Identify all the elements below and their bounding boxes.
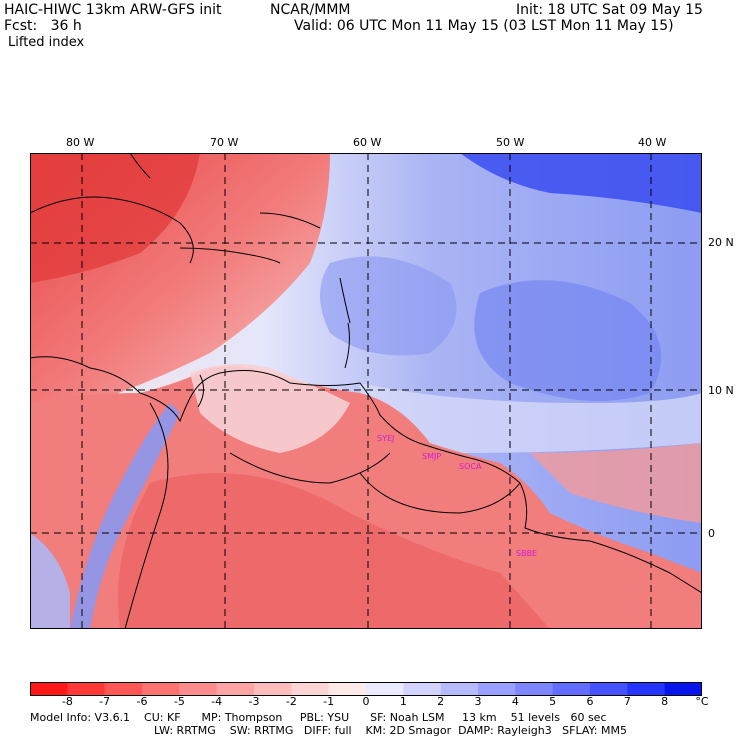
station-sbbe: SBBE [516,549,537,558]
station-soca: SOCA [459,462,482,471]
colorbar-swatch [104,682,143,696]
unstable-core-nw [30,153,200,283]
colorbar-swatch [478,682,516,696]
colorbar-swatch [664,682,703,696]
colorbar-swatches [30,682,703,696]
station-syej: SYEJ [377,434,394,443]
lat-label-0: 0 [708,527,715,540]
colorbar-swatch [30,682,68,696]
colorbar-tick-label: -2 [285,695,297,708]
colorbar-swatch [590,682,628,696]
lifted-index-map: SYEJ SMJP SOCA SBBE [30,153,702,629]
colorbar-tick-label: 8 [661,695,669,708]
stable-core-ne [460,153,702,213]
colorbar-swatch [627,682,666,696]
station-smjp: SMJP [422,452,441,461]
colorbar-tick-label: -4 [211,695,223,708]
lat-label-20n: 20 N [708,236,734,249]
graticule [30,153,702,629]
coastlines [30,153,702,629]
model-info-line2: LW: RRTMG SW: RRTMG DIFF: full KM: 2D Sm… [154,724,627,737]
model-info-line1: Model Info: V3.6.1 CU: KF MP: Thompson P… [30,711,607,724]
colorbar-tick-label: -1 [323,695,335,708]
colorbar-swatch [515,682,554,696]
forecast-hour: Fcst: 36 h [4,18,82,34]
colorbar-tick-label: 3 [474,695,482,708]
colorbar-swatch [142,682,180,696]
colorbar-frame [30,682,702,696]
neutral-band [360,383,702,453]
colorbar-tick-label: 6 [586,695,594,708]
lon-label-40w: 40 W [638,136,667,149]
colorbar-unit: °C [695,695,709,708]
unstable-core-amazon [118,473,550,629]
colorbar-tick-label: -6 [136,695,148,708]
lon-label-50w: 50 W [496,136,525,149]
organization-label: NCAR/MMM [270,2,351,18]
andes-stable-streak [70,403,180,629]
colorbar-tick-label: -8 [61,695,73,708]
valid-time: Valid: 06 UTC Mon 11 May 15 (03 LST Mon … [294,18,674,34]
colorbar-tick-label: 2 [437,695,445,708]
colorbar-swatch [216,682,255,696]
colorbar-tick-label: 7 [623,695,631,708]
colorbar-tick-label: 0 [362,695,370,708]
colorbar-swatch [366,682,404,696]
model-title: HAIC-HIWC 13km ARW-GFS init [4,2,222,18]
lon-label-60w: 60 W [353,136,382,149]
colorbar-swatch [254,682,292,696]
init-time: Init: 18 UTC Sat 09 May 15 [516,2,703,18]
colorbar-tick-label: 5 [549,695,557,708]
stable-core-west [320,256,457,356]
colorbar-swatch [328,682,367,696]
colorbar-tick-label: 4 [511,695,519,708]
neutral-venezuela [190,364,350,453]
colorbar-tick-label: -5 [173,695,185,708]
unstable-coast-ne [530,443,702,523]
lat-label-10n: 10 N [708,384,734,397]
field-name: Lifted index [8,35,85,50]
colorbar-swatch [552,682,591,696]
colorbar [30,681,703,696]
colorbar-tick-label: -3 [248,695,260,708]
colorbar-swatch [291,682,330,696]
lon-label-80w: 80 W [66,136,95,149]
colorbar-swatch [403,682,442,696]
colorbar-tick-label: 1 [399,695,407,708]
pacific-stable-sw [30,533,70,629]
colorbar-tick-label: -7 [99,695,111,708]
colorbar-swatch [179,682,218,696]
map-canvas: SYEJ SMJP SOCA SBBE [30,153,702,629]
lon-label-70w: 70 W [210,136,239,149]
colorbar-swatch [440,682,479,696]
colorbar-swatch [67,682,106,696]
stable-core-central [474,280,662,401]
map-frame [30,153,702,629]
